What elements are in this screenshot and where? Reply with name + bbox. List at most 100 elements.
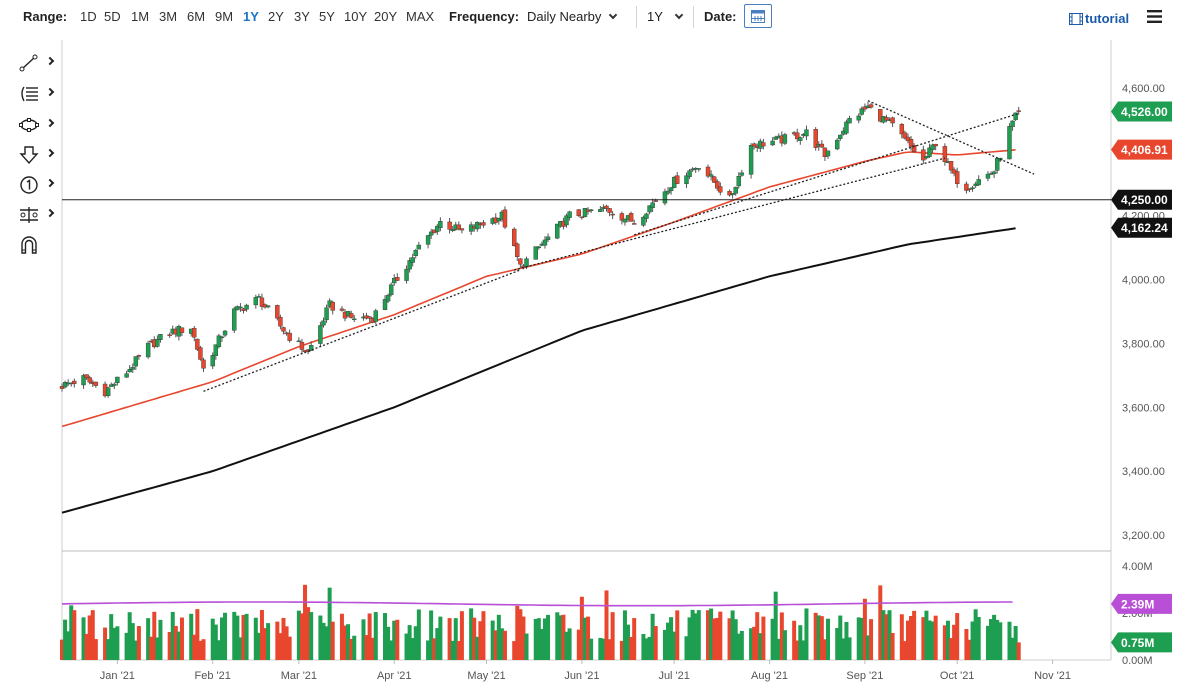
volume-bar [223, 612, 228, 660]
range-button-1d[interactable]: 1D [80, 9, 97, 24]
candle-body [567, 211, 572, 218]
hamburger-menu-icon[interactable] [1147, 10, 1162, 23]
period-select[interactable]: 1Y [647, 9, 684, 24]
volume-bar [567, 628, 572, 660]
volume-bar [299, 613, 304, 660]
tutorial-link[interactable]: tutorial [1069, 11, 1129, 26]
candle-body [665, 190, 671, 194]
volume-bar [739, 630, 744, 660]
range-button-1y[interactable]: 1Y [243, 9, 259, 24]
volume-axis-tick-label: 0.00M [1122, 655, 1153, 667]
volume-bar [173, 625, 178, 660]
volume-bar [493, 630, 498, 660]
volume-bar [499, 628, 504, 660]
volume-bar [413, 626, 418, 660]
volume-bar [564, 631, 569, 660]
volume-bar [386, 626, 391, 660]
candle-body [628, 213, 634, 222]
volume-bar [456, 640, 461, 660]
shape-tool[interactable] [18, 114, 58, 138]
candle-body [598, 209, 603, 212]
candle-body [825, 150, 831, 157]
candle-body [878, 109, 883, 122]
volume-bar [533, 618, 538, 660]
last-volume-tag: 0.75M [1111, 632, 1172, 653]
candle-body [576, 209, 582, 217]
magnet-tool[interactable] [18, 234, 58, 258]
volume-bar [579, 596, 584, 660]
volume-bar [195, 609, 200, 660]
date-picker-button[interactable] [744, 4, 772, 28]
fast-moving-average-line [61, 149, 1016, 428]
range-button-5y[interactable]: 5Y [319, 9, 335, 24]
volume-bar [235, 615, 240, 660]
price-axis-tick-label: 3,800.00 [1122, 338, 1165, 350]
x-axis-tick-label: Jun '21 [564, 670, 599, 682]
frequency-select[interactable]: Daily Nearby [527, 9, 618, 24]
candle-body [668, 187, 674, 191]
volume-bar [170, 611, 175, 660]
trend-line-tool[interactable] [18, 52, 58, 76]
volume-bar [776, 638, 781, 660]
candle-body [711, 176, 717, 183]
volume-bar [490, 620, 495, 660]
candle-body [838, 134, 843, 139]
volume-bar [905, 620, 910, 660]
candle-body [908, 139, 914, 147]
range-button-3m[interactable]: 3M [159, 9, 178, 24]
candle-body [954, 171, 960, 185]
chevron-down-icon [609, 10, 618, 20]
range-button-5d[interactable]: 5D [104, 9, 121, 24]
candle-body [582, 208, 588, 218]
volume-bar [641, 633, 646, 660]
measure-tool[interactable] [18, 204, 58, 228]
volume-bar [884, 614, 889, 660]
slow-moving-average-line [61, 227, 1016, 514]
dotted-trendline[interactable] [203, 269, 521, 392]
candle-body [733, 186, 738, 194]
volume-bar [321, 622, 326, 660]
slow-ma-tag-bg [1111, 217, 1172, 238]
range-button-9m[interactable]: 9M [215, 9, 234, 24]
volume-bar [287, 636, 292, 660]
range-button-3y[interactable]: 3Y [294, 9, 310, 24]
range-button-1m[interactable]: 1M [131, 9, 150, 24]
volume-bar [622, 610, 627, 660]
volume-bar [709, 608, 714, 660]
last-volume-tag-text: 0.75M [1121, 636, 1154, 650]
volume-average-tag-text: 2.39M [1121, 597, 1154, 611]
dotted-trendline[interactable] [633, 112, 1019, 236]
chart-toolbar: Range: 1D 5D 1M 3M 6M 9M 1Y 2Y 3Y 5Y 10Y… [0, 0, 1185, 34]
volume-bar [813, 612, 818, 660]
volume-bar [773, 591, 778, 660]
range-button-6m[interactable]: 6M [187, 9, 206, 24]
range-button-20y[interactable]: 20Y [374, 9, 398, 24]
volume-bar [167, 631, 172, 660]
candle-body [124, 373, 129, 378]
range-button-10y[interactable]: 10Y [344, 9, 368, 24]
slow-ma-tag-text: 4,162.24 [1121, 221, 1168, 235]
range-button-2y[interactable]: 2Y [268, 9, 284, 24]
volume-bar [435, 628, 440, 660]
range-button-max[interactable]: MAX [406, 9, 435, 24]
candle-body [81, 375, 86, 386]
arrow-tool[interactable] [18, 144, 58, 168]
last-volume-tag-bg [1111, 632, 1172, 653]
volume-bar [524, 633, 529, 660]
candle-body [927, 147, 932, 157]
volume-bar [87, 615, 92, 660]
candle-body [610, 213, 615, 216]
shape-icon [19, 118, 39, 132]
fibonacci-tool[interactable] [18, 83, 58, 107]
volume-bar [447, 618, 452, 660]
volume-bar [902, 641, 907, 660]
candle-body [607, 208, 612, 213]
candle-body [388, 284, 394, 296]
volume-bar [330, 621, 335, 660]
volume-bar [1010, 637, 1015, 660]
candle-body [976, 179, 981, 186]
candle-body [416, 244, 422, 250]
number-marker-tool[interactable] [18, 174, 58, 198]
volume-bar [555, 612, 560, 660]
